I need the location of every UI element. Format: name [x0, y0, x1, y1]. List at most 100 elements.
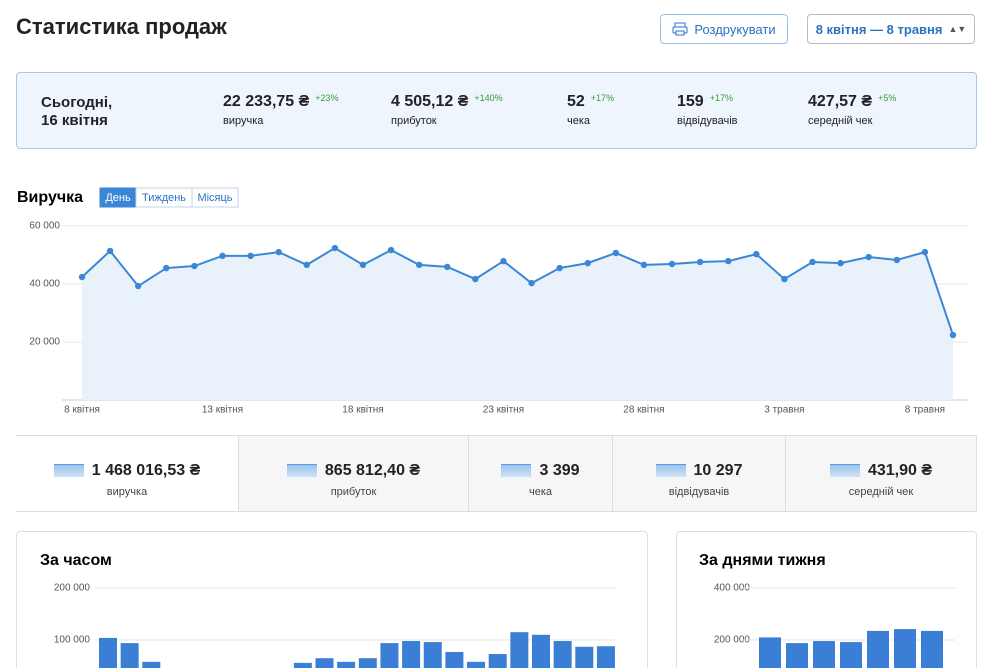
- y-tick-label: 200 000: [714, 635, 751, 646]
- x-tick-label: 8 травня: [905, 405, 945, 416]
- metric-value: 52: [567, 93, 585, 110]
- metric: 159 +17% відвідувачів: [677, 93, 738, 127]
- metric-change: +5%: [878, 93, 897, 103]
- area: [82, 248, 953, 400]
- x-tick-label: 18 квітня: [342, 405, 383, 416]
- point: [415, 261, 423, 269]
- tab-label: День: [105, 192, 131, 204]
- metric-value: 159: [677, 93, 704, 110]
- metric-row: 52 +17%: [567, 93, 614, 111]
- metric-label-row: чека: [567, 115, 614, 127]
- sparkline: [501, 464, 532, 478]
- printer-icon: [672, 22, 688, 36]
- date-range-select[interactable]: 8 квітня — 8 травня ▲▼: [807, 14, 975, 44]
- point: [303, 261, 310, 269]
- y-tick-label: 20 000: [29, 337, 60, 348]
- total-label-row: відвідувачів: [613, 486, 785, 498]
- metric: 4 505,12 ₴ +140% прибуток: [391, 93, 503, 127]
- total-row: 3 399: [469, 462, 612, 480]
- bar: [813, 641, 835, 668]
- metric-row: 427,57 ₴ +5%: [808, 93, 896, 111]
- bar: [553, 641, 572, 668]
- today-label: Сьогодні, 16 квітня: [41, 94, 112, 130]
- total-label: прибуток: [330, 486, 377, 498]
- total-value: 865 812,40 ₴: [324, 462, 421, 479]
- point: [668, 260, 676, 268]
- point: [219, 252, 226, 260]
- metric-row: 22 233,75 ₴ +23%: [223, 93, 339, 111]
- point: [584, 259, 591, 267]
- bar: [402, 641, 421, 668]
- bar: [467, 661, 486, 668]
- bar: [596, 646, 615, 668]
- point: [331, 244, 339, 252]
- point: [78, 273, 86, 281]
- bar: [293, 662, 312, 668]
- metric-label-row: середній чек: [808, 115, 896, 127]
- bar: [759, 637, 781, 668]
- total-label-row: виручка: [16, 486, 238, 498]
- x-tick-label: 13 квітня: [202, 405, 243, 416]
- today-card: Сьогодні, 16 квітня 22 233,75 ₴ +23% вируч…: [16, 72, 977, 149]
- tab-label: Місяць: [197, 192, 232, 204]
- metric-change: +17%: [590, 93, 615, 103]
- metric-label-row: виручка: [223, 115, 339, 127]
- total-value: 1 468 016,53 ₴: [91, 462, 201, 479]
- date-range: 8 квітня — 8 травня: [815, 21, 943, 37]
- total-value: 10 297: [693, 462, 743, 479]
- total-row: 10 297: [613, 462, 785, 480]
- point: [528, 279, 535, 287]
- x-tick-label: 8 квітня: [64, 405, 100, 416]
- y-tick-label: 60 000: [29, 221, 60, 232]
- total-row: 865 812,40 ₴: [239, 462, 468, 480]
- point: [725, 257, 732, 265]
- total-label: відвідувачів: [668, 486, 730, 498]
- point: [612, 249, 620, 257]
- metric-change: +140%: [474, 93, 503, 103]
- point: [444, 263, 451, 271]
- point: [865, 253, 872, 261]
- point: [556, 264, 563, 272]
- bar: [337, 661, 356, 668]
- tab[interactable]: [191, 187, 239, 208]
- print-label: Роздрукувати: [694, 21, 776, 37]
- point: [247, 252, 254, 260]
- print-button[interactable]: Роздрукувати: [660, 14, 788, 44]
- total-label-row: середній чек: [786, 486, 976, 498]
- metric: 52 +17% чека: [567, 93, 614, 127]
- point: [472, 275, 479, 283]
- page-title: Статистика продаж: [16, 14, 227, 39]
- point: [640, 261, 648, 269]
- total-label-row: чека: [469, 486, 612, 498]
- metric-value: 427,57 ₴: [808, 93, 873, 110]
- sparkline: [829, 464, 860, 478]
- metric: 22 233,75 ₴ +23% виручка: [223, 93, 339, 127]
- bar: [867, 630, 889, 668]
- x-tick-label: 3 травня: [764, 405, 804, 416]
- tab-label: Тиждень: [142, 192, 186, 204]
- metric-row: 4 505,12 ₴ +140%: [391, 93, 503, 111]
- weekday-card: [676, 531, 977, 668]
- bar: [840, 642, 862, 668]
- total-label: середній чек: [848, 486, 914, 498]
- point: [696, 258, 704, 266]
- hourly-title: За часом: [40, 552, 112, 569]
- bar: [445, 651, 464, 668]
- bar: [142, 661, 161, 668]
- point: [163, 264, 170, 272]
- y-tick-label: 100 000: [54, 635, 91, 646]
- point: [106, 247, 114, 255]
- metric-value: 22 233,75 ₴: [223, 93, 310, 110]
- metric-row: 159 +17%: [677, 93, 738, 111]
- x-tick-label: 28 квітня: [623, 405, 664, 416]
- point: [753, 250, 760, 258]
- hourly-card: [16, 531, 648, 668]
- y-tick-label: 200 000: [54, 583, 91, 594]
- point: [359, 261, 367, 269]
- sparkline: [655, 464, 686, 478]
- today-line: Сьогодні,: [41, 94, 113, 111]
- point: [781, 275, 788, 283]
- total-label-row: прибуток: [239, 486, 468, 498]
- total-cell: 1 468 016,53 ₴ виручка: [16, 435, 238, 512]
